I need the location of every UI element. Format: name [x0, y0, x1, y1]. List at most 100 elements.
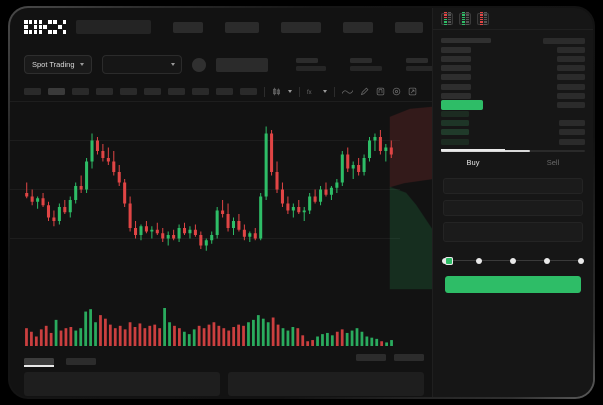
orderbook-ask-row[interactable] — [441, 45, 585, 54]
orderbook[interactable] — [433, 30, 593, 146]
orderbook-bid-row[interactable] — [441, 110, 585, 119]
percent-slider-stop-75[interactable] — [544, 257, 550, 264]
nav-item-3[interactable] — [281, 21, 322, 33]
orderbook-ask-row[interactable] — [441, 91, 585, 100]
submit-order-button[interactable] — [445, 276, 581, 294]
orderbook-amount — [559, 138, 585, 145]
nav-item-4[interactable] — [343, 21, 374, 33]
nav-item-1[interactable] — [173, 21, 204, 33]
timeframe-button-7[interactable] — [168, 88, 185, 95]
market-type-dropdown[interactable]: Spot Trading — [24, 55, 92, 74]
orderbook-price — [441, 74, 471, 81]
orderbook-icon-line — [465, 12, 469, 14]
orderbook-icon-tick — [461, 19, 465, 21]
orderbook-amount — [559, 120, 585, 127]
orderbook-icon-tick — [461, 21, 465, 23]
timeframe-button-2[interactable] — [48, 88, 65, 95]
nav-item-2[interactable] — [225, 21, 260, 33]
orderbook-icon-line — [465, 19, 469, 21]
orderbook-trade-panel: Buy Sell — [432, 8, 593, 397]
orderbook-ask-row[interactable] — [441, 82, 585, 91]
percent-slider-stop-25[interactable] — [476, 257, 482, 264]
percent-slider-stop-50[interactable] — [510, 257, 516, 264]
search-input[interactable] — [76, 20, 152, 34]
orderbook-icon-tick — [461, 16, 465, 18]
top-navigation-bar — [10, 8, 593, 46]
orderbook-scrollbar[interactable] — [441, 150, 585, 153]
chevron-down-icon[interactable] — [323, 90, 327, 93]
orderbook-amount — [557, 101, 585, 108]
timeframe-button-3[interactable] — [72, 88, 89, 95]
order-form — [433, 172, 593, 243]
chevron-down-icon — [79, 63, 84, 66]
trade-tab-sell[interactable]: Sell — [546, 157, 560, 167]
orderbook-amount — [557, 55, 585, 62]
orderbook-icon-tick — [479, 16, 483, 18]
orderbook-scrollbar-thumb[interactable] — [441, 150, 531, 153]
order-price-field[interactable] — [443, 178, 583, 195]
percent-slider[interactable] — [442, 256, 584, 266]
orderbook-layout-bids-icon[interactable] — [459, 12, 471, 25]
chevron-down-icon[interactable] — [288, 90, 292, 93]
timeframe-button-5[interactable] — [120, 88, 137, 95]
orderbook-icon-tick — [479, 21, 483, 23]
orderbook-icon-tick — [479, 19, 483, 21]
orderbook-icon-bars — [479, 12, 483, 25]
percent-slider-stop-100[interactable] — [578, 257, 584, 264]
price-chart[interactable] — [10, 103, 432, 348]
orderbook-icon-line — [447, 23, 451, 25]
order-total-field[interactable] — [443, 222, 583, 243]
orderbook-price — [441, 99, 483, 110]
pencil-icon[interactable] — [360, 87, 369, 96]
orderbook-layout-asks-icon[interactable] — [477, 12, 489, 25]
orderbook-icon-lines — [483, 12, 487, 25]
orderbook-bid-row[interactable] — [441, 119, 585, 128]
orders-tab-1[interactable] — [24, 357, 54, 365]
ticker-stat-label — [295, 58, 318, 63]
settings-icon[interactable] — [392, 87, 401, 96]
orders-action-1[interactable] — [356, 354, 386, 361]
active-tab-underline — [24, 365, 54, 367]
orderbook-header-row[interactable] — [441, 36, 585, 45]
orderbook-ask-row[interactable] — [441, 54, 585, 63]
okx-logo-icon[interactable] — [24, 20, 67, 34]
nav-items — [173, 21, 424, 33]
orderbook-layout-both-icon[interactable] — [441, 12, 453, 25]
orderbook-icon-tick — [461, 23, 465, 25]
magnet-icon[interactable] — [376, 87, 385, 96]
nav-item-5[interactable] — [395, 21, 424, 33]
chart-toolbar: fx — [10, 82, 432, 102]
timeframe-button-9[interactable] — [216, 88, 233, 95]
orderbook-icon-tick — [443, 14, 447, 16]
toolbar-divider — [264, 86, 265, 97]
orders-action-2[interactable] — [394, 354, 424, 361]
timeframe-button-1[interactable] — [24, 88, 41, 95]
orderbook-amount — [559, 129, 585, 136]
trade-tab-buy[interactable]: Buy — [466, 157, 480, 167]
line-style-icon[interactable] — [342, 88, 353, 96]
timeframe-button-6[interactable] — [144, 88, 161, 95]
timeframe-button-4[interactable] — [96, 88, 113, 95]
orderbook-icon-line — [483, 19, 487, 21]
orderbook-ask-row[interactable] — [441, 73, 585, 82]
fullscreen-icon[interactable] — [408, 87, 417, 96]
indicators-icon[interactable]: fx — [307, 87, 316, 96]
orderbook-last-price-row[interactable] — [441, 99, 585, 110]
percent-slider-handle[interactable] — [445, 256, 453, 265]
orderbook-bid-row[interactable] — [441, 137, 585, 146]
order-amount-field[interactable] — [443, 200, 583, 217]
orderbook-layout-toolbar — [433, 8, 593, 30]
timeframe-button-8[interactable] — [192, 88, 209, 95]
orderbook-icon-line — [447, 16, 451, 18]
orders-actions — [356, 354, 424, 361]
candlestick-chart-svg — [10, 106, 432, 346]
trading-pair-select[interactable] — [101, 55, 182, 74]
timeframe-button-10[interactable] — [240, 88, 257, 95]
orders-tab-2[interactable] — [66, 357, 96, 365]
orderbook-ask-row[interactable] — [441, 64, 585, 73]
orderbook-icon-tick — [461, 12, 465, 14]
candlestick-type-icon[interactable] — [272, 87, 281, 96]
orderbook-price — [441, 55, 471, 62]
orderbook-bid-row[interactable] — [441, 128, 585, 137]
orders-cards — [10, 368, 432, 396]
